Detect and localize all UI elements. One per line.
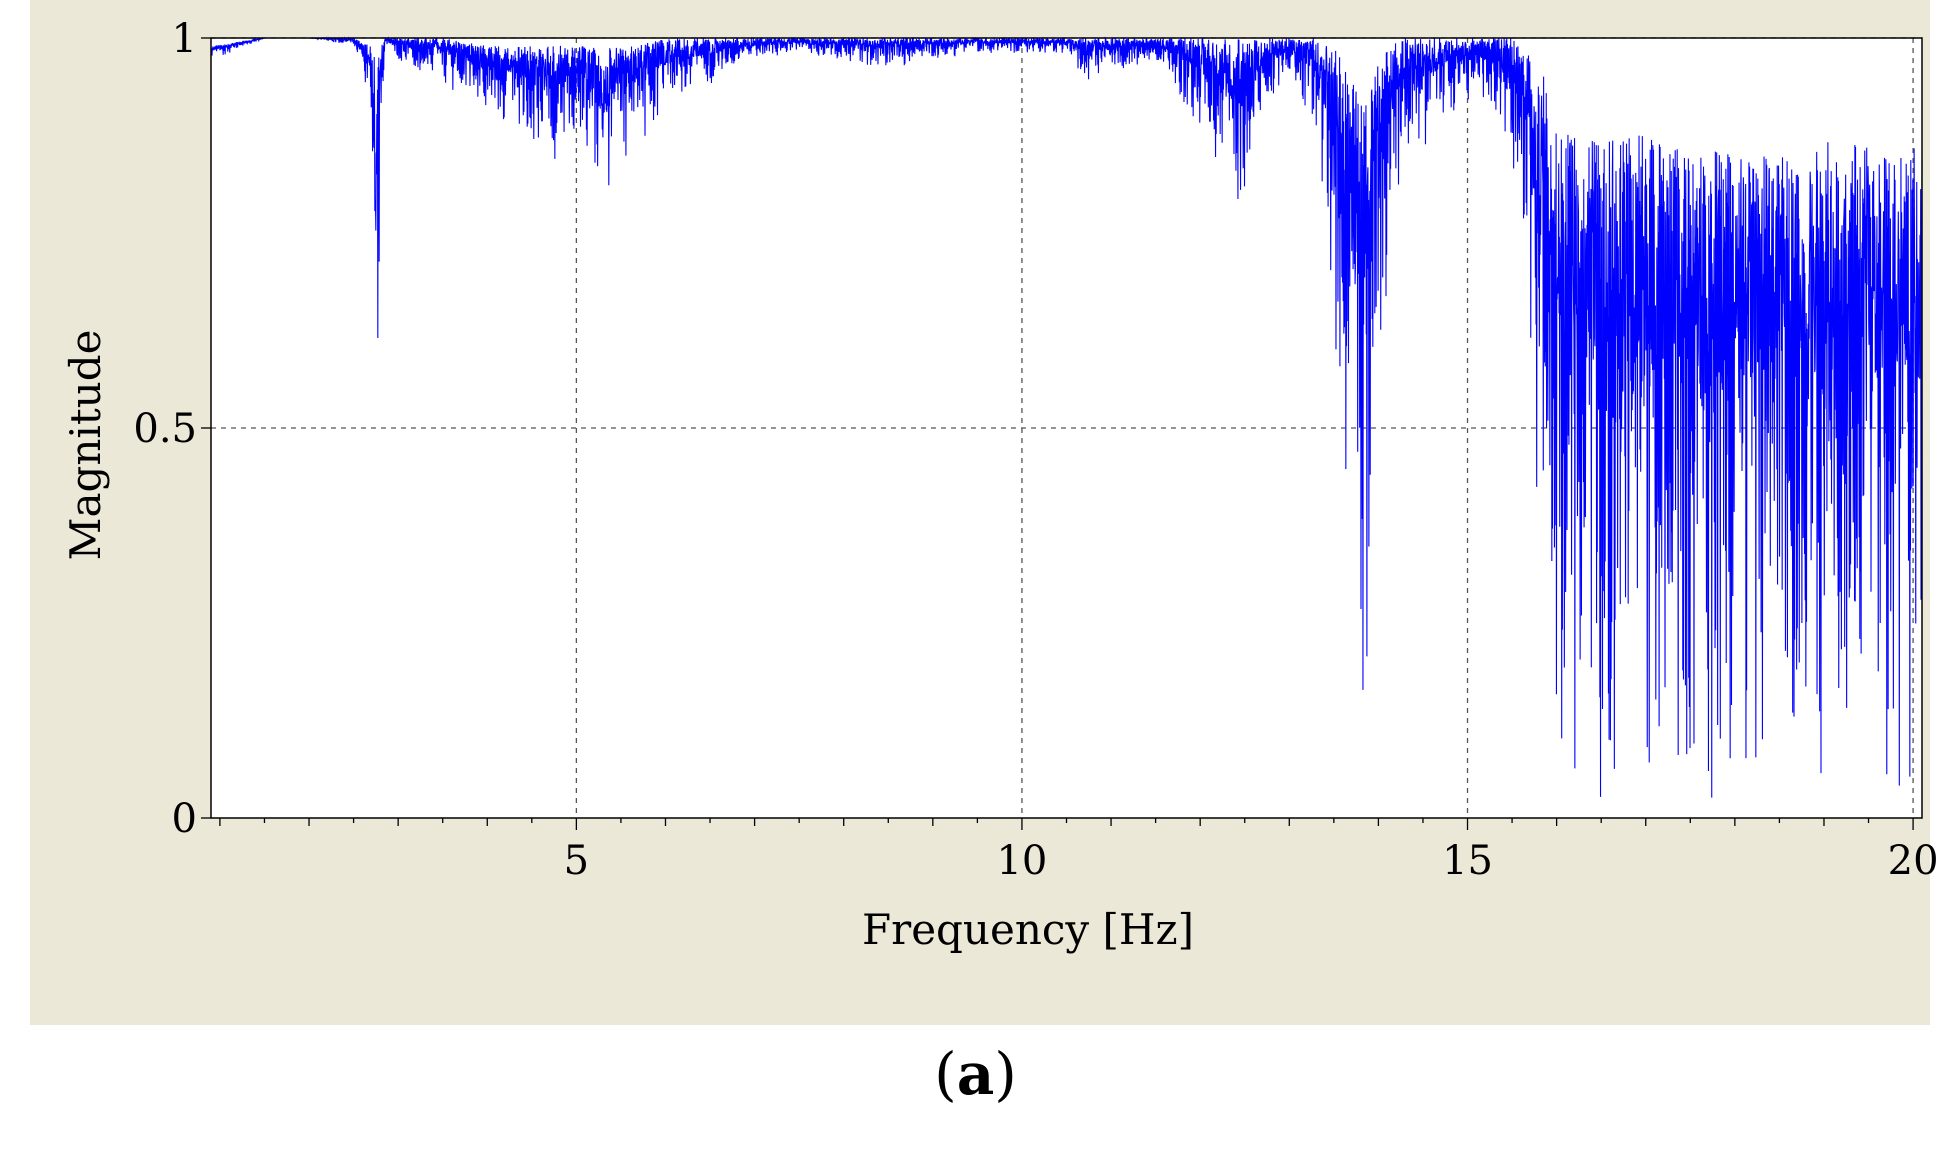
axis-ticks — [201, 37, 1914, 830]
series-line — [210, 36, 1923, 798]
series-magnitude — [210, 36, 1923, 798]
y-tick-label: 0.5 — [133, 406, 197, 452]
tick-labels: 5 10 15 20 0 0.5 1 — [133, 16, 1938, 884]
x-tick-label: 20 — [1888, 838, 1939, 884]
y-axis-label: Magnitude — [61, 329, 110, 560]
x-tick-label: 10 — [996, 838, 1047, 884]
caption-close-paren: ) — [994, 1040, 1017, 1108]
y-tick-label: 0 — [172, 796, 197, 842]
chart: 5 10 15 20 0 0.5 1 Frequency [Hz] Magnitude — [61, 16, 1939, 954]
caption-letter: a — [956, 1040, 995, 1108]
y-tick-label: 1 — [172, 16, 197, 62]
x-tick-label: 15 — [1442, 838, 1493, 884]
figure-caption: (a) — [0, 1040, 1951, 1108]
caption-open-paren: ( — [934, 1040, 957, 1108]
x-tick-label: 5 — [564, 838, 589, 884]
x-axis-label: Frequency [Hz] — [862, 905, 1194, 954]
